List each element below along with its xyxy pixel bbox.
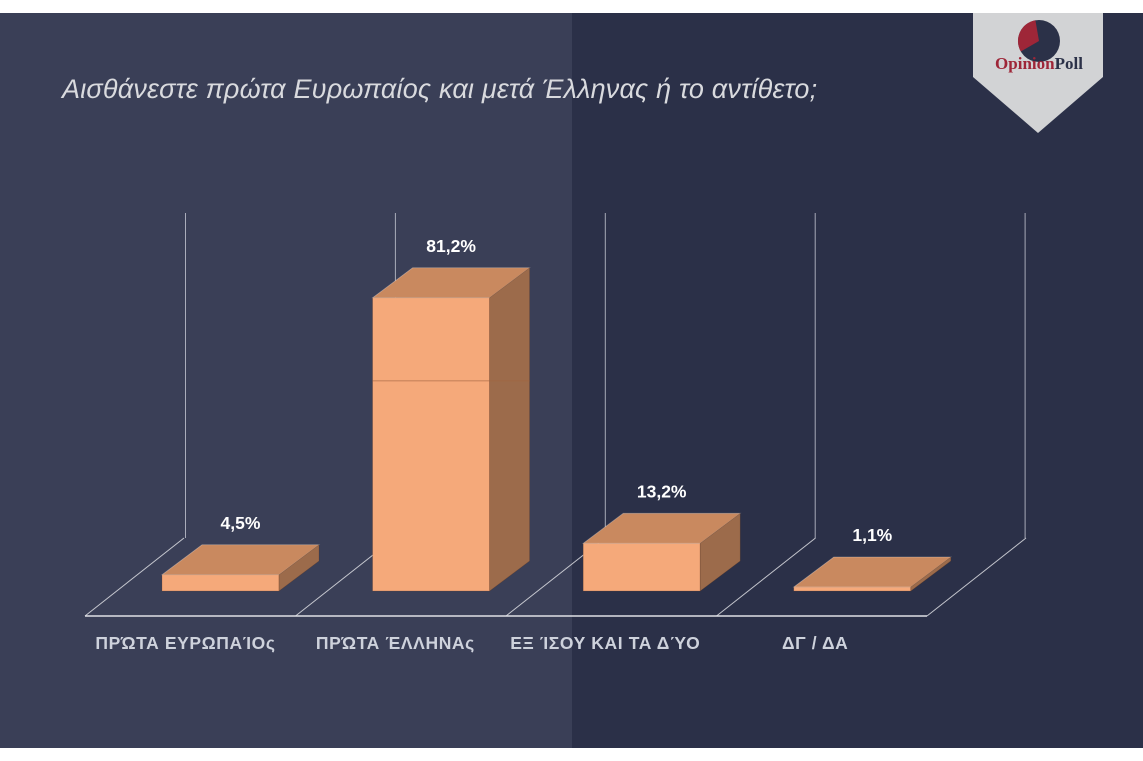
slide-background xyxy=(0,13,1143,748)
bar-top-face xyxy=(792,556,952,588)
category-label: ΔΓ / ΔΑ xyxy=(782,633,848,653)
bar-side-face xyxy=(278,544,320,592)
pie-chart-icon xyxy=(1017,20,1060,62)
bar-front-face xyxy=(793,586,912,592)
category-label: ΕΞ ΊΣΟΥ ΚΑΙ ΤΑ ΔΎΟ xyxy=(510,633,700,653)
floor-depth-line xyxy=(716,537,816,617)
bar-side-face xyxy=(489,267,530,592)
page-title: Αισθάνεστε πρώτα Ευρωπαίος και μετά Έλλη… xyxy=(62,74,818,104)
floor-depth-line xyxy=(926,537,1027,617)
category-label: ΠΡΏΤΑ ΕΥΡΩΠΑΊΟς xyxy=(95,633,275,653)
logo-text: OpinionPoll xyxy=(995,54,1083,73)
floor-depth-line xyxy=(84,537,185,617)
bar-front-face xyxy=(372,297,490,592)
bar-value-label: 1,1% xyxy=(852,525,892,545)
bar-value-label: 81,2% xyxy=(426,236,476,256)
logo-banner-shape xyxy=(973,13,1103,133)
bar-value-label: 4,5% xyxy=(221,513,261,533)
bar-front-face xyxy=(582,542,701,592)
category-label: ΠΡΏΤΑ ΈΛΛΗΝΑς xyxy=(316,633,475,653)
bar-value-label: 13,2% xyxy=(637,481,687,501)
bar-side-face xyxy=(910,556,952,592)
bar-side-face xyxy=(699,512,741,592)
logo-badge: OpinionPoll xyxy=(973,13,1103,133)
bar-front-face xyxy=(161,574,280,592)
